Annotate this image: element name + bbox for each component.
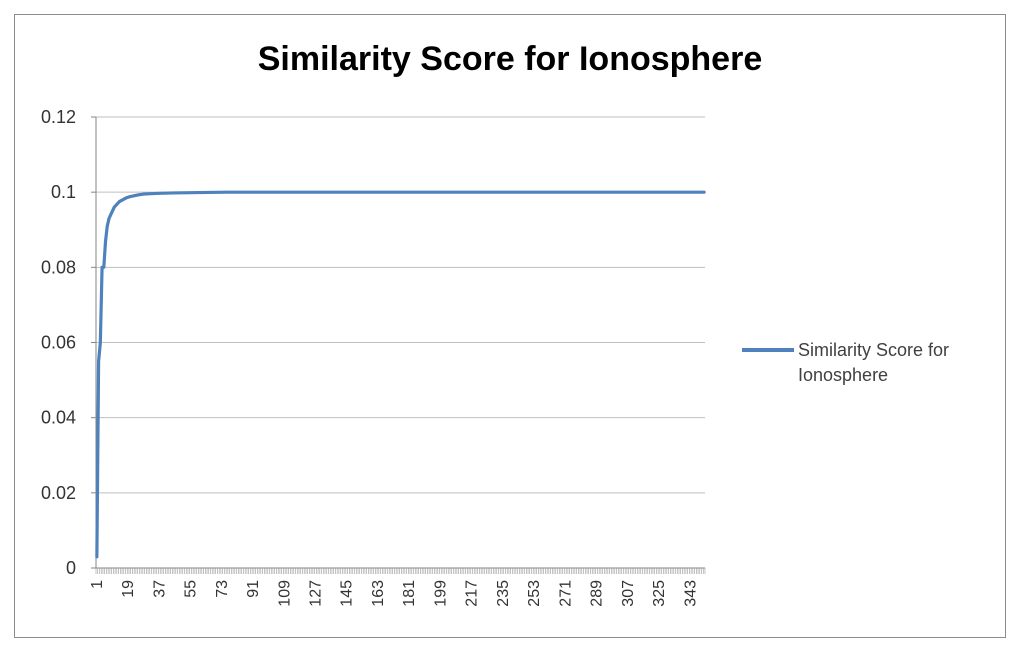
x-tick-label: 73 bbox=[214, 580, 231, 598]
y-tick-label: 0.06 bbox=[41, 333, 76, 353]
x-tick-labels: 1 19 37 55 73 91 109 127 145 163 181 199 217 235 253 27… bbox=[89, 580, 699, 607]
legend: Similarity Score for Ionosphere bbox=[742, 338, 992, 388]
x-tick-label: 19 bbox=[120, 580, 137, 598]
x-tick-label: 307 bbox=[620, 580, 637, 607]
x-tick-label: 289 bbox=[589, 580, 606, 607]
y-tick-label: 0.02 bbox=[41, 483, 76, 503]
x-tick-label: 91 bbox=[245, 580, 262, 598]
x-tick-label: 343 bbox=[682, 580, 699, 607]
legend-label: Similarity Score for Ionosphere bbox=[798, 340, 950, 385]
x-tick-label: 109 bbox=[276, 580, 293, 607]
y-tick-label: 0.08 bbox=[41, 257, 76, 277]
legend-swatch bbox=[742, 348, 794, 352]
x-tick-label: 1 bbox=[89, 580, 106, 589]
y-tick-label: 0.04 bbox=[41, 408, 76, 428]
x-tick-label: 271 bbox=[557, 580, 574, 607]
x-tick-label: 235 bbox=[495, 580, 512, 607]
axes bbox=[91, 116, 706, 574]
x-tick-label: 37 bbox=[151, 580, 168, 598]
chart-area bbox=[14, 14, 1006, 638]
x-tick-label: 253 bbox=[526, 580, 543, 607]
series-line-0 bbox=[95, 190, 706, 559]
series-lines bbox=[95, 190, 706, 559]
chart-title: Similarity Score for Ionosphere bbox=[257, 40, 763, 78]
y-tick-label: 0 bbox=[66, 558, 76, 578]
x-tick-label: 55 bbox=[183, 580, 200, 598]
y-tick-label: 0.1 bbox=[51, 182, 76, 202]
x-tick-label: 325 bbox=[651, 580, 668, 607]
x-tick-label: 163 bbox=[370, 580, 387, 607]
x-tick-label: 127 bbox=[307, 580, 324, 607]
x-tick-label: 199 bbox=[432, 580, 449, 607]
x-tick-label: 145 bbox=[339, 580, 356, 607]
y-tick-labels: 0 0.02 0.04 0.06 0.08 0.1 0.12 bbox=[41, 107, 76, 578]
x-tick-label: 217 bbox=[464, 580, 481, 607]
gridlines bbox=[96, 116, 705, 494]
y-tick-label: 0.12 bbox=[41, 107, 76, 127]
x-tick-label: 181 bbox=[401, 580, 418, 607]
